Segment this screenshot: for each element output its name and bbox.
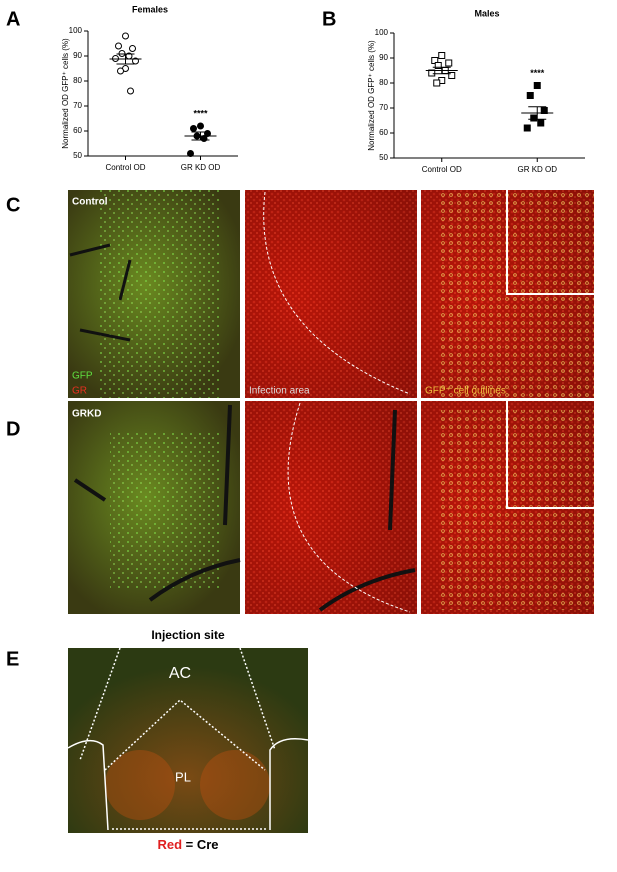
- panel-letter: E: [6, 648, 19, 670]
- data-point: [115, 42, 122, 50]
- panel-c: Control GFP GR Infection area GFP⁺ cell …: [68, 190, 594, 398]
- panel-e: Injection site AC PL Red = Cre: [67, 628, 309, 852]
- image: [110, 430, 220, 590]
- y-tick-label: 90: [379, 53, 388, 62]
- y-tick-label: 70: [73, 101, 82, 110]
- image: [200, 750, 270, 820]
- data-point: [530, 114, 538, 122]
- data-point: [117, 67, 124, 75]
- data-point: [129, 45, 136, 52]
- data-point: [523, 124, 531, 132]
- x-tick-label: Control OD: [105, 163, 145, 172]
- x-tick-label: GR KD OD: [517, 165, 557, 174]
- image: [440, 410, 594, 610]
- panel-letter: C: [6, 194, 20, 216]
- y-tick-label: 80: [73, 76, 82, 85]
- data-point: [190, 125, 197, 132]
- region-outline: [67, 738, 309, 831]
- y-tick-label: 50: [73, 151, 82, 160]
- chart-title: Males: [474, 8, 499, 18]
- region-label: AC: [169, 665, 191, 682]
- vessel: [318, 409, 416, 612]
- panel-d: GRKD: [68, 401, 594, 614]
- x-tick-label: Control OD: [422, 165, 462, 174]
- caption: GFP⁺ cell outlines: [425, 386, 506, 397]
- error-bar: [116, 53, 135, 65]
- data-point: [448, 72, 456, 79]
- panel-letter: A: [6, 8, 20, 30]
- y-tick-label: 100: [69, 26, 83, 35]
- data-point: [433, 79, 441, 87]
- y-axis-label: Normalized OD GFP⁺ cells (%): [61, 38, 70, 149]
- data-point: [197, 122, 204, 130]
- caption: Infection area: [249, 386, 310, 397]
- annotation: ****: [193, 108, 208, 118]
- image: [245, 401, 417, 614]
- data-point: [533, 82, 541, 89]
- infection-outline: [263, 191, 411, 395]
- channel-label: GR: [72, 386, 87, 397]
- region-outline: [79, 647, 276, 771]
- channel-label: GFP: [72, 371, 93, 382]
- legend-text: = Cre: [186, 837, 219, 852]
- panel-letter: B: [322, 8, 336, 30]
- error-bar: [191, 131, 210, 141]
- data-point: [526, 92, 534, 99]
- y-axis-label: Normalized OD GFP⁺ cells (%): [367, 40, 376, 151]
- image: [245, 190, 417, 398]
- y-tick-label: 60: [73, 126, 82, 135]
- inset-frame: [506, 401, 594, 509]
- data-point: [187, 150, 194, 157]
- y-tick-label: 100: [375, 28, 389, 37]
- image-label: GRKD: [72, 409, 101, 420]
- vessel: [73, 404, 241, 602]
- x-tick-label: GR KD OD: [181, 163, 221, 172]
- image-label: Control: [72, 197, 108, 208]
- vessel: [69, 243, 132, 342]
- error-bar: [528, 106, 547, 120]
- y-tick-label: 80: [379, 78, 388, 87]
- y-tick-label: 50: [379, 153, 388, 162]
- image: [68, 648, 308, 833]
- y-tick-label: 60: [379, 128, 388, 137]
- inset-frame: [506, 190, 594, 295]
- panel-letter: D: [6, 418, 20, 440]
- data-point: [434, 62, 442, 69]
- data-point: [445, 59, 453, 67]
- data-point: [438, 52, 446, 59]
- image: [100, 190, 220, 398]
- image-title: Injection site: [151, 628, 225, 642]
- legend-key: Red: [157, 837, 182, 852]
- image: [105, 750, 175, 820]
- data-point: [537, 119, 545, 127]
- y-tick-label: 70: [379, 103, 388, 112]
- data-point: [122, 32, 129, 40]
- region-label: PL: [175, 769, 191, 784]
- annotation: ****: [530, 68, 545, 78]
- data-point: [127, 87, 134, 95]
- y-tick-label: 90: [73, 51, 82, 60]
- chart-title: Females: [132, 4, 168, 14]
- error-bar: [432, 66, 451, 75]
- legend: Red = Cre: [157, 837, 218, 852]
